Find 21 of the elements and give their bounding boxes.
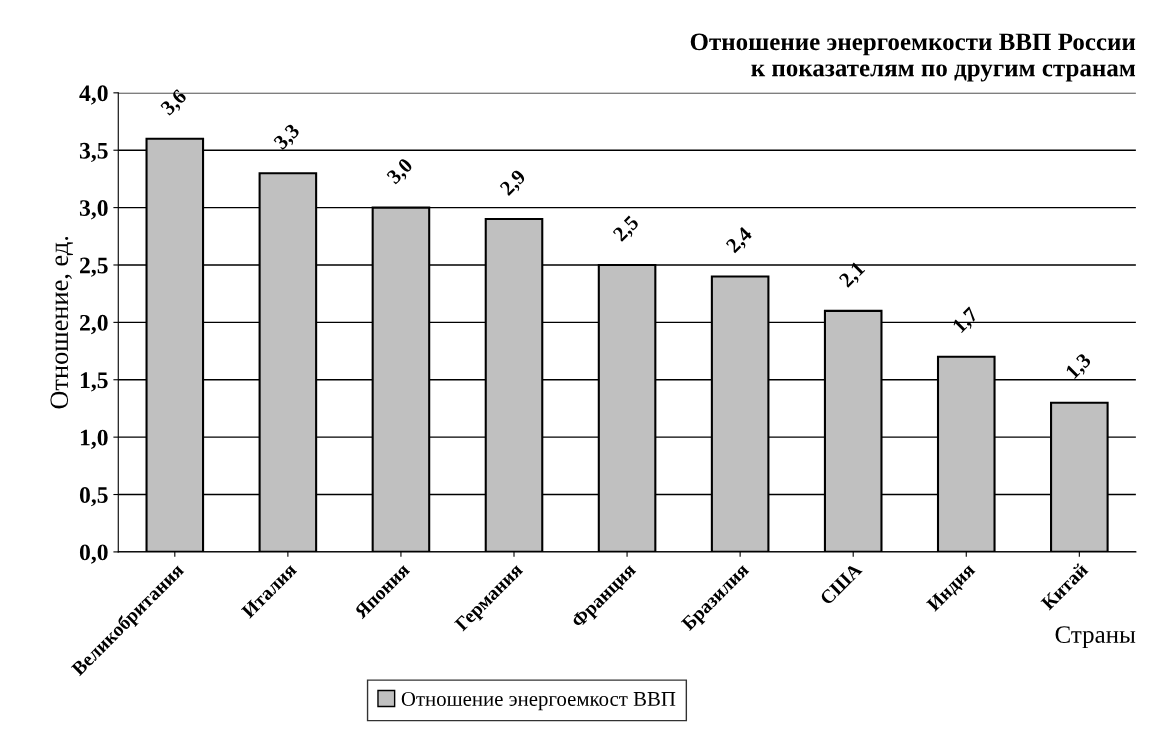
x-axis-title: Страны bbox=[1055, 626, 1136, 649]
legend-label: Отношение энергоемкост ВВП bbox=[401, 691, 676, 711]
data-label: 3,6 bbox=[159, 88, 190, 118]
y-axis-title: Отношение, ед. bbox=[50, 236, 73, 409]
y-tick-label: 4,0 bbox=[79, 85, 108, 105]
y-tick-label: 1,0 bbox=[80, 429, 108, 449]
y-tick-label: 2,0 bbox=[80, 314, 108, 335]
y-tick-label: 3,5 bbox=[79, 142, 108, 163]
data-label: 3,3 bbox=[273, 122, 303, 153]
data-label: 2,1 bbox=[838, 260, 868, 290]
chart-title: Отношение энергоемкости ВВП России к показателям по другим странам bbox=[690, 33, 1136, 82]
y-tick-label: 2,5 bbox=[80, 257, 108, 277]
data-label: 1,3 bbox=[1065, 352, 1094, 382]
data-label: 2,5 bbox=[612, 214, 642, 245]
y-tick-label: 0,5 bbox=[79, 487, 108, 507]
data-label: 3,0 bbox=[386, 157, 416, 187]
y-tick-label: 1,5 bbox=[80, 372, 108, 392]
y-tick-label: 3,0 bbox=[79, 200, 108, 220]
y-tick-label: 0,0 bbox=[79, 544, 108, 564]
data-label: 2,4 bbox=[725, 225, 755, 256]
data-label: 2,9 bbox=[499, 168, 529, 199]
